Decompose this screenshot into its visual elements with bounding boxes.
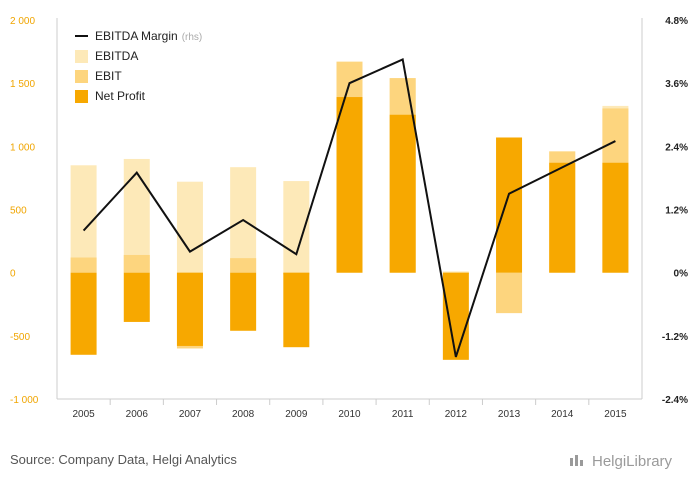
x-tick-label: 2012 xyxy=(445,409,468,420)
x-tick-label: 2013 xyxy=(498,409,521,420)
left-tick-label: -1 000 xyxy=(10,395,39,406)
bar-net-profit-2007 xyxy=(176,272,203,346)
left-axis: -1 000 -500 0 500 1 000 1 500 2 000 xyxy=(10,16,39,406)
bar-ebit-2013 xyxy=(496,272,523,314)
left-tick-label: 1 500 xyxy=(10,79,35,90)
right-tick-label: 3.6% xyxy=(665,79,688,90)
legend-label-net-profit: Net Profit xyxy=(95,89,146,103)
x-tick-label: 2010 xyxy=(338,409,361,420)
bar-net-profit-2006 xyxy=(123,272,150,322)
helgi-library-logo: HelgiLibrary xyxy=(570,453,673,470)
legend-swatch-ebit xyxy=(75,70,88,83)
right-tick-label: 1.2% xyxy=(665,206,688,217)
left-tick-label: -500 xyxy=(10,332,30,343)
x-tick-label: 2005 xyxy=(72,409,95,420)
x-tick-label: 2006 xyxy=(126,409,149,420)
logo-bar-mark xyxy=(580,460,583,466)
right-tick-label: -1.2% xyxy=(662,332,688,343)
x-tick-label: 2007 xyxy=(179,409,202,420)
left-tick-label: 0 xyxy=(10,269,16,280)
bar-net-profit-2012 xyxy=(442,272,469,360)
plot-area xyxy=(56,18,643,405)
legend: EBITDA Margin (rhs) EBITDA EBIT Net Profit xyxy=(75,29,202,103)
right-tick-label: 0% xyxy=(674,269,689,280)
bar-net-profit-2005 xyxy=(70,272,97,355)
left-tick-label: 1 000 xyxy=(10,142,35,153)
right-tick-label: 2.4% xyxy=(665,142,688,153)
x-tick-label: 2011 xyxy=(392,409,414,420)
bar-ebitda-2012 xyxy=(442,271,469,273)
legend-swatch-ebitda xyxy=(75,50,88,63)
legend-swatch-net-profit xyxy=(75,90,88,103)
bar-net-profit-2015 xyxy=(602,162,629,273)
bar-net-profit-2010 xyxy=(336,97,363,273)
bar-ebitda-2007 xyxy=(176,181,203,273)
right-tick-label: 4.8% xyxy=(665,16,688,27)
left-tick-label: 2 000 xyxy=(10,16,35,27)
logo-bar-mark xyxy=(570,458,573,466)
bar-ebitda-2006 xyxy=(123,158,150,273)
legend-label-ebitda: EBITDA xyxy=(95,49,138,63)
legend-label-ebitda-margin: EBITDA Margin (rhs) xyxy=(95,29,202,43)
x-tick-label: 2008 xyxy=(232,409,255,420)
source-note: Source: Company Data, Helgi Analytics xyxy=(10,452,237,467)
bar-net-profit-2013 xyxy=(496,137,523,273)
bar-ebit-2005 xyxy=(70,257,97,273)
logo-text: HelgiLibrary xyxy=(592,453,673,470)
bar-ebit-2008 xyxy=(230,258,257,273)
left-tick-label: 500 xyxy=(10,206,27,217)
logo-bar-mark xyxy=(575,455,578,466)
bar-ebit-2006 xyxy=(123,254,150,273)
bar-net-profit-2009 xyxy=(283,272,310,348)
right-axis: -2.4% -1.2% 0% 1.2% 2.4% 3.6% 4.8% xyxy=(662,16,688,406)
x-tick-label: 2015 xyxy=(604,409,627,420)
bar-net-profit-2014 xyxy=(549,162,576,273)
bar-net-profit-2008 xyxy=(230,272,257,331)
x-tick-label: 2009 xyxy=(285,409,308,420)
bar-ebitda-2005 xyxy=(70,165,97,273)
bar-net-profit-2011 xyxy=(389,114,416,273)
x-tick-label: 2014 xyxy=(551,409,574,420)
legend-label-ebit: EBIT xyxy=(95,69,122,83)
x-axis: 2005 2006 2007 2008 2009 2010 2011 2012 2013 2014… xyxy=(72,409,627,420)
right-tick-label: -2.4% xyxy=(662,395,688,406)
